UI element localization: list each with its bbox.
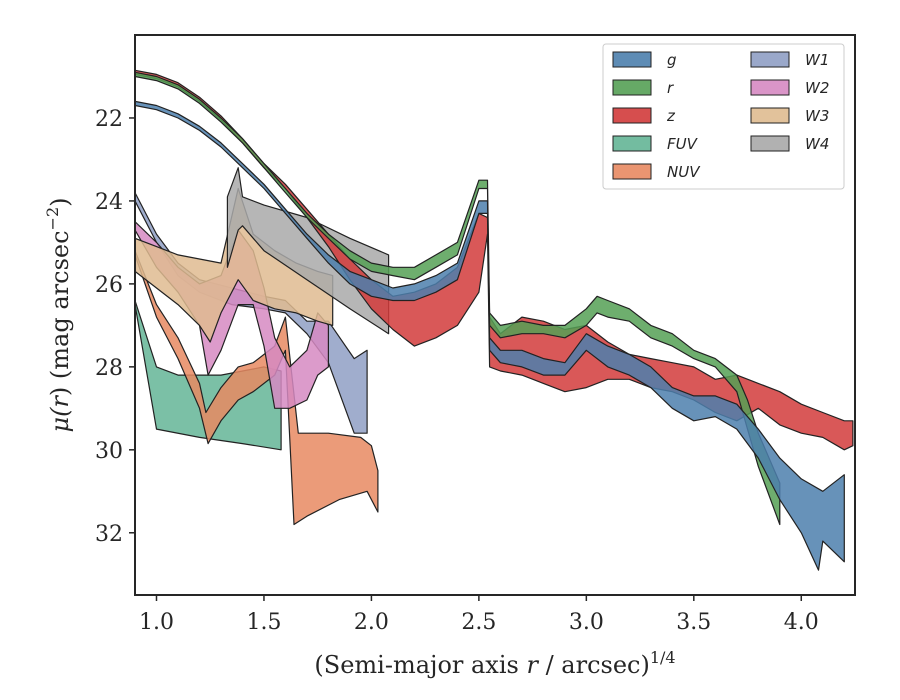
legend-swatch-w4 xyxy=(750,135,790,152)
plot-frame xyxy=(134,34,856,596)
band-w4 xyxy=(226,167,390,335)
legend-swatch-w2 xyxy=(750,79,790,96)
y-tick-label: 30 xyxy=(95,439,123,464)
band-w3 xyxy=(135,187,334,343)
legend-swatch-z xyxy=(612,107,652,124)
legend-label-w2: W2 xyxy=(805,79,829,97)
band-g xyxy=(135,100,845,571)
x-tick-label: 1.0 xyxy=(139,610,174,635)
x-axis-ticks: 1.0 1.5 2.0 2.5 3.0 3.5 4.0 xyxy=(139,595,819,635)
legend-swatch-nuv xyxy=(612,163,652,180)
band-nuv xyxy=(135,250,379,526)
y-axis-ticks: 22 24 26 28 30 32 xyxy=(95,107,135,547)
y-tick-label: 26 xyxy=(95,273,123,298)
legend-label-w3: W3 xyxy=(805,107,829,125)
legend-swatch-fuv xyxy=(612,135,652,152)
legend-label-fuv: FUV xyxy=(667,135,699,153)
legend-label-g: g xyxy=(667,51,677,69)
y-tick-label: 22 xyxy=(95,107,123,132)
legend-label-z: z xyxy=(666,107,676,125)
x-tick-label: 2.5 xyxy=(461,610,496,635)
profile-bands xyxy=(135,69,854,571)
legend-swatch-g xyxy=(612,51,652,68)
x-tick-label: 1.5 xyxy=(246,610,281,635)
x-tick-label: 4.0 xyxy=(784,610,819,635)
legend-label-r: r xyxy=(667,79,674,97)
y-tick-label: 28 xyxy=(95,356,123,381)
legend-swatch-r xyxy=(612,79,652,96)
legend-swatch-w1 xyxy=(750,51,790,68)
x-tick-label: 3.0 xyxy=(569,610,604,635)
band-r xyxy=(135,71,781,526)
y-tick-label: 24 xyxy=(95,190,123,215)
x-axis-label: (Semi-major axis r / arcsec)1/4 xyxy=(314,648,675,679)
y-axis-label: μ(r) (mag arcsec−2) xyxy=(43,197,74,432)
legend-label-w4: W4 xyxy=(805,135,829,153)
legend-swatch-w3 xyxy=(750,107,790,124)
y-tick-label: 32 xyxy=(95,522,123,547)
x-tick-label: 2.0 xyxy=(354,610,389,635)
legend-label-nuv: NUV xyxy=(667,163,701,181)
legend: grz FUV NUV W1 W2 W3 W4 xyxy=(602,43,845,190)
legend-label-w1: W1 xyxy=(805,51,829,69)
x-tick-label: 3.5 xyxy=(676,610,711,635)
